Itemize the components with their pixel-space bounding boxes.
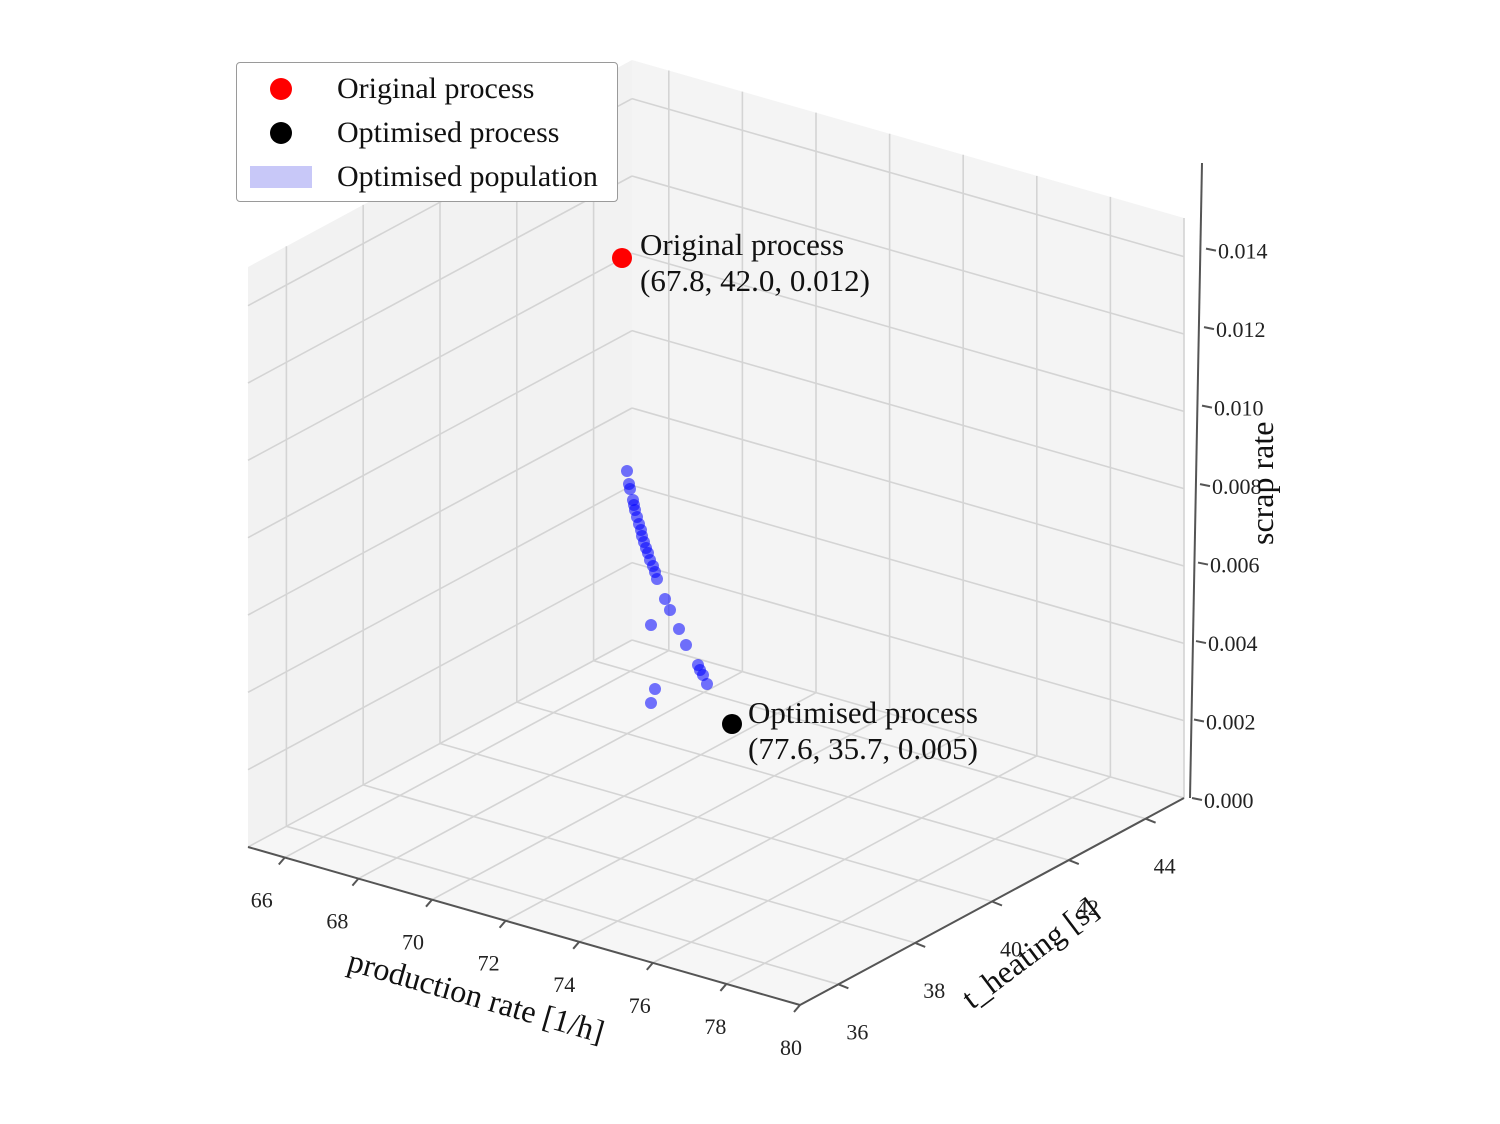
legend-label: Original process <box>337 72 535 105</box>
population-point <box>649 683 661 695</box>
population-point <box>645 619 657 631</box>
red-dot-icon <box>270 78 292 100</box>
population-point <box>664 604 676 616</box>
y-tick-label: 38 <box>923 978 945 1003</box>
population-point <box>680 639 692 651</box>
optimised-process-point <box>722 714 742 734</box>
y-tick-label: 40 <box>1000 937 1022 962</box>
x-tick-label: 80 <box>780 1035 802 1060</box>
y-tick-label: 44 <box>1154 854 1176 879</box>
x-tick-label: 78 <box>704 1014 726 1039</box>
z-tick-label: 0.008 <box>1212 474 1262 499</box>
z-tick-label: 0.004 <box>1208 631 1258 656</box>
legend: Original process Optimised process Optim… <box>236 62 618 202</box>
point-annotations: Original process (67.8, 42.0, 0.012) Opt… <box>640 227 978 766</box>
z-tick-label: 0.002 <box>1206 710 1256 735</box>
legend-item-original: Original process <box>237 67 617 111</box>
x-tick-label: 66 <box>251 888 273 913</box>
population-point <box>624 483 636 495</box>
y-tick-label: 36 <box>846 1019 868 1044</box>
population-point <box>651 573 663 585</box>
data-points <box>612 248 742 734</box>
x-tick-label: 70 <box>402 930 424 955</box>
legend-item-population: Optimised population <box>237 155 617 199</box>
x-tick-label: 68 <box>326 909 348 934</box>
z-tick-label: 0.014 <box>1218 239 1268 264</box>
population-point <box>697 669 709 681</box>
x-tick-label: 76 <box>629 993 651 1018</box>
black-dot-icon <box>270 122 292 144</box>
tick-labels: 66 68 70 72 74 76 78 80 36 38 40 42 44 0.000 0.002 0.00… <box>251 239 1268 1060</box>
x-tick-label: 72 <box>478 951 500 976</box>
legend-label: Optimised population <box>337 160 598 193</box>
annotation-original-values: (67.8, 42.0, 0.012) <box>640 263 870 298</box>
z-tick-label: 0.010 <box>1214 396 1264 421</box>
z-tick-label: 0.000 <box>1204 788 1254 813</box>
population-point <box>621 465 633 477</box>
legend-label: Optimised process <box>337 116 560 149</box>
y-tick-label: 42 <box>1077 895 1099 920</box>
z-axis-label: scrap rate <box>1244 422 1280 545</box>
population-point <box>645 697 657 709</box>
legend-item-optimised: Optimised process <box>237 111 617 155</box>
population-point <box>659 593 671 605</box>
population-point <box>673 623 685 635</box>
z-tick-label: 0.006 <box>1210 553 1260 578</box>
x-tick-label: 74 <box>553 972 575 997</box>
z-tick-label: 0.012 <box>1216 317 1266 342</box>
population-point <box>701 678 713 690</box>
annotation-original-title: Original process <box>640 227 844 262</box>
grid-lines <box>247 70 1185 1006</box>
annotation-optimised-title: Optimised process <box>748 695 978 730</box>
annotation-optimised-values: (77.6, 35.7, 0.005) <box>748 731 978 766</box>
blue-rect-icon <box>250 166 312 188</box>
original-process-point <box>612 248 632 268</box>
